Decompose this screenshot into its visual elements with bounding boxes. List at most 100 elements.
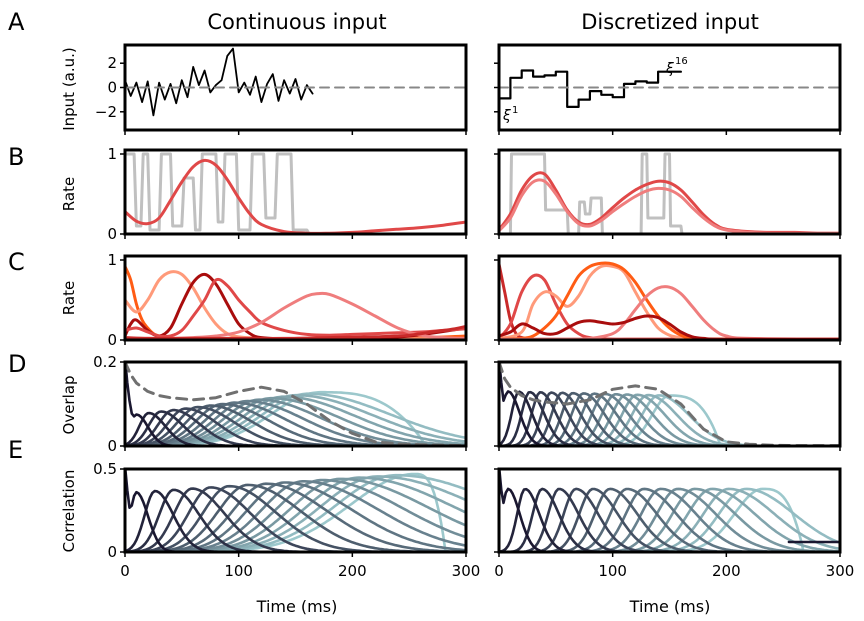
panel-A-cont: −2 0 2	[95, 43, 468, 135]
sequence-curve-14	[499, 487, 840, 552]
sequence-curve-5	[499, 391, 840, 446]
y-tick-label: 0	[107, 437, 117, 455]
rate-curve-1	[125, 270, 466, 340]
sequence-curve-8	[499, 487, 840, 552]
ylabel-correlation: Correlation	[60, 470, 78, 553]
y-tick-label: 0	[107, 543, 117, 561]
sequence-curve-3	[499, 390, 840, 446]
panel-B-cont: 01	[107, 145, 468, 243]
sequence-curve-7	[125, 404, 466, 446]
y-tick-label: −2	[95, 103, 117, 121]
rate-curve-2	[125, 272, 466, 340]
sequence-curve-4	[125, 408, 466, 446]
rate-curve-1	[125, 158, 466, 234]
sequence-curve-8	[499, 392, 840, 446]
sequence-curve-8	[125, 482, 466, 552]
sequence-curve-13	[499, 393, 840, 446]
xi-16-superscript: 16	[675, 56, 688, 67]
ylabel-rate-b: Rate	[60, 177, 78, 211]
plot-area	[125, 47, 466, 117]
rate-curve-5	[499, 314, 840, 340]
panel-E-disc: 0 100 200 300	[494, 467, 855, 580]
axes-frame	[497, 148, 842, 236]
target-overlap-dashed	[125, 362, 466, 446]
annotation-xi-1: ξ 1	[502, 105, 518, 124]
plot-area	[499, 261, 840, 340]
y-tick-label: 2	[107, 54, 117, 72]
sequence-curve-3	[125, 410, 466, 446]
sequence-curve-2	[125, 411, 466, 446]
xlabel-right: Time (ms)	[629, 597, 711, 616]
discrete-rate-trace	[499, 152, 840, 234]
panel-E-cont: 0 0.5 0 100 200 300	[93, 460, 480, 580]
panel-A-disc	[494, 43, 842, 135]
rate-curve-4	[499, 285, 840, 340]
xlabel-left: Time (ms)	[256, 597, 338, 616]
panel-B-disc	[494, 148, 842, 239]
x-tick-label: 200	[338, 562, 367, 580]
plot-area	[125, 362, 466, 446]
x-tick-label: 300	[452, 562, 481, 580]
sequence-curve-6	[125, 484, 466, 552]
axes-frame	[123, 148, 468, 236]
sequence-curve-2	[499, 487, 840, 552]
panel-letter-e: E	[8, 436, 23, 464]
xi-1-superscript: 1	[512, 105, 518, 116]
rate-curve-3	[499, 261, 840, 340]
sequence-curve-12	[499, 487, 840, 552]
y-tick-label: 0.5	[93, 460, 117, 478]
axes-frame	[497, 360, 842, 448]
panel-D-disc	[494, 360, 842, 451]
x-tick-label: 100	[598, 562, 627, 580]
panel-letter-a: A	[8, 8, 25, 36]
axes-frame	[123, 254, 468, 342]
xi-16-symbol: ξ	[665, 61, 674, 77]
discrete-input-steps	[499, 69, 683, 109]
x-tick-label: 200	[712, 562, 741, 580]
plot-area	[499, 152, 840, 234]
sequence-curve-3	[125, 488, 466, 552]
sequence-curve-14	[499, 393, 840, 446]
ylabel-overlap: Overlap	[60, 376, 78, 435]
discrete-rate-trace	[125, 152, 466, 234]
plot-area	[125, 152, 466, 234]
panel-letter-b: B	[8, 143, 24, 171]
x-tick-label: 100	[224, 562, 253, 580]
y-tick-label: 0.2	[93, 353, 117, 371]
input-signal	[125, 47, 314, 117]
sequence-curve-3	[499, 487, 840, 552]
sequence-curve-2	[125, 489, 466, 552]
axes-frame	[123, 360, 468, 448]
sequence-curve-5	[125, 486, 466, 552]
rate-curve-2	[499, 178, 840, 234]
col-title-continuous: Continuous input	[207, 10, 386, 34]
annotation-xi-16: ξ 16	[665, 56, 688, 77]
rate-curve-3	[125, 277, 466, 339]
y-tick-label: 0	[107, 79, 117, 97]
sequence-curve-7	[499, 391, 840, 446]
sequence-curve-9	[499, 487, 840, 552]
x-tick-label: 0	[494, 562, 504, 580]
panel-D-cont: 00.2	[93, 353, 468, 455]
panel-C-cont: 01	[107, 251, 468, 349]
y-tick-label: 0	[107, 331, 117, 349]
sequence-curve-5	[499, 487, 840, 552]
y-tick-label: 1	[107, 145, 117, 163]
x-tick-label: 0	[120, 562, 130, 580]
plot-area	[125, 469, 466, 552]
axes-frame	[123, 467, 468, 554]
plot-area	[499, 469, 840, 552]
panel-letter-c: C	[8, 248, 25, 276]
panel-letter-d: D	[8, 350, 26, 378]
sequence-curve-4	[499, 487, 840, 552]
ylabel-rate-c: Rate	[60, 281, 78, 315]
plot-area	[499, 362, 840, 446]
ylabel-input: Input (a.u.)	[60, 47, 78, 131]
axes-frame	[497, 254, 842, 342]
sequence-curve-6	[499, 391, 840, 446]
x-tick-label: 300	[826, 562, 855, 580]
plot-area	[499, 69, 840, 109]
xi-1-symbol: ξ	[502, 108, 511, 124]
